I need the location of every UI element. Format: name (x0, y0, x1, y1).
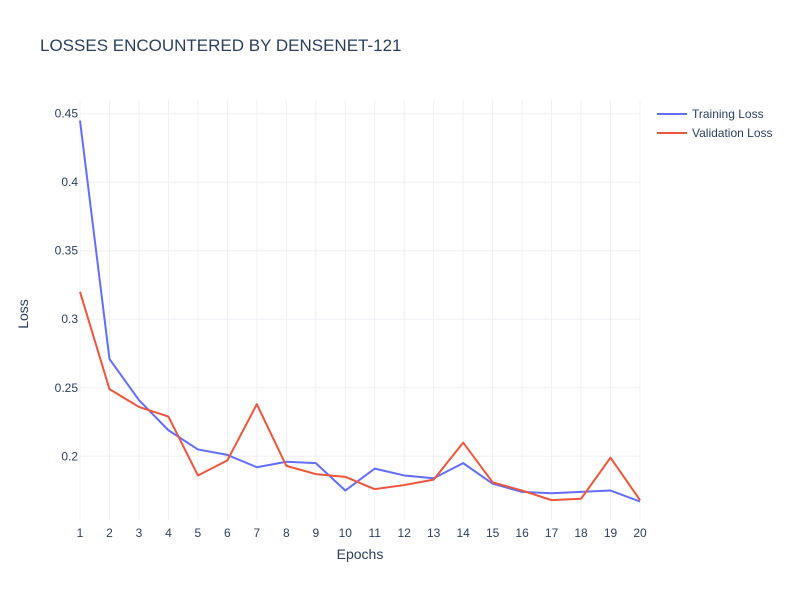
legend-item-validation-loss[interactable]: Validation Loss (657, 126, 773, 140)
x-axis-label: Epochs (337, 546, 384, 562)
y-tick-label: 0.45 (55, 107, 79, 121)
legend-label: Validation Loss (692, 126, 773, 140)
legend[interactable]: Training Loss Validation Loss (657, 107, 773, 140)
chart-title: LOSSES ENCOUNTERED BY DENSENET-121 (40, 36, 402, 55)
training-loss-line (79, 120, 641, 503)
x-tick-label: 7 (253, 526, 260, 540)
x-tick-label: 18 (574, 526, 588, 540)
x-tick-label: 17 (545, 526, 559, 540)
y-axis-label: Loss (15, 299, 31, 329)
x-tick-label: 11 (369, 526, 382, 540)
x-tick-label: 1 (77, 526, 84, 540)
y-axis-ticks: 0.2 0.25 0.3 0.35 0.4 0.45 (55, 107, 79, 464)
x-tick-label: 3 (136, 526, 143, 540)
x-tick-label: 5 (195, 526, 202, 540)
x-tick-label: 2 (106, 526, 113, 540)
x-tick-label: 14 (456, 526, 470, 540)
y-tick-label: 0.4 (61, 175, 78, 189)
series-lines (79, 120, 641, 503)
x-tick-label: 6 (224, 526, 231, 540)
x-tick-label: 12 (398, 526, 412, 540)
x-tick-label: 15 (486, 526, 500, 540)
validation-loss-line (79, 291, 641, 502)
x-tick-label: 13 (427, 526, 441, 540)
x-tick-label: 20 (633, 526, 647, 540)
y-tick-label: 0.2 (61, 449, 78, 463)
x-tick-label: 8 (283, 526, 290, 540)
x-tick-label: 16 (515, 526, 529, 540)
legend-label: Training Loss (692, 107, 764, 121)
y-tick-label: 0.3 (61, 312, 78, 326)
x-axis-ticks: 1 2 3 4 5 6 7 8 9 10 11 12 13 14 15 16 17 18 19 20 (77, 526, 647, 540)
x-tick-label: 9 (312, 526, 319, 540)
x-tick-label: 19 (604, 526, 618, 540)
y-tick-label: 0.25 (55, 381, 79, 395)
x-tick-label: 4 (165, 526, 172, 540)
y-tick-label: 0.35 (55, 244, 79, 258)
legend-item-training-loss[interactable]: Training Loss (657, 107, 764, 121)
x-tick-label: 10 (339, 526, 353, 540)
grid (79, 100, 641, 520)
